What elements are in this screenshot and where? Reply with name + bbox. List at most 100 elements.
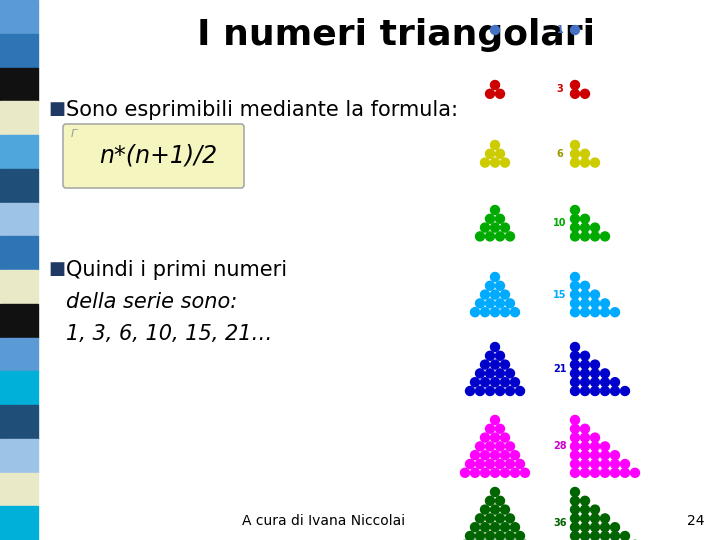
Circle shape — [590, 299, 600, 308]
Circle shape — [490, 468, 500, 477]
Circle shape — [490, 451, 500, 460]
Circle shape — [570, 415, 580, 424]
Circle shape — [495, 214, 505, 224]
Circle shape — [580, 387, 590, 395]
Circle shape — [570, 206, 580, 214]
Circle shape — [470, 523, 480, 532]
Circle shape — [580, 89, 590, 98]
Circle shape — [461, 468, 469, 477]
Circle shape — [590, 223, 600, 232]
Text: 28: 28 — [553, 441, 567, 451]
Circle shape — [505, 460, 515, 469]
Circle shape — [600, 468, 610, 477]
Circle shape — [580, 149, 590, 158]
Circle shape — [490, 433, 500, 442]
Circle shape — [495, 369, 505, 378]
Circle shape — [580, 299, 590, 308]
Bar — [0, 472, 38, 507]
Circle shape — [580, 281, 590, 291]
Circle shape — [480, 523, 490, 532]
Circle shape — [570, 377, 580, 387]
Circle shape — [475, 299, 485, 308]
Circle shape — [590, 442, 600, 451]
Circle shape — [600, 308, 610, 316]
Circle shape — [505, 299, 515, 308]
Circle shape — [580, 360, 590, 369]
Circle shape — [490, 290, 500, 299]
Circle shape — [485, 89, 495, 98]
Bar — [0, 372, 38, 405]
Circle shape — [510, 523, 520, 532]
Circle shape — [611, 468, 619, 477]
Circle shape — [570, 514, 580, 523]
Circle shape — [510, 308, 520, 316]
Circle shape — [570, 158, 580, 167]
Circle shape — [611, 308, 619, 316]
Circle shape — [570, 424, 580, 433]
Circle shape — [600, 451, 610, 460]
Circle shape — [490, 308, 500, 316]
Circle shape — [505, 442, 515, 451]
Bar — [0, 0, 38, 33]
Circle shape — [480, 468, 490, 477]
Circle shape — [485, 352, 495, 360]
Circle shape — [516, 460, 524, 469]
Circle shape — [466, 387, 474, 395]
Circle shape — [580, 442, 590, 451]
Circle shape — [480, 451, 490, 460]
Circle shape — [580, 424, 590, 433]
Circle shape — [580, 308, 590, 316]
Bar — [0, 202, 38, 237]
Circle shape — [495, 460, 505, 469]
Circle shape — [611, 451, 619, 460]
Circle shape — [600, 514, 610, 523]
Circle shape — [485, 514, 495, 523]
Circle shape — [611, 531, 619, 540]
Circle shape — [590, 514, 600, 523]
Circle shape — [475, 460, 485, 469]
Text: 1: 1 — [557, 25, 563, 35]
Circle shape — [570, 488, 580, 496]
Circle shape — [570, 299, 580, 308]
Circle shape — [490, 505, 500, 514]
Circle shape — [490, 140, 500, 150]
Circle shape — [600, 369, 610, 378]
Circle shape — [475, 442, 485, 451]
Circle shape — [490, 206, 500, 214]
Circle shape — [470, 451, 480, 460]
Circle shape — [570, 223, 580, 232]
Circle shape — [580, 451, 590, 460]
Circle shape — [510, 377, 520, 387]
Circle shape — [590, 433, 600, 442]
Circle shape — [600, 377, 610, 387]
Circle shape — [590, 460, 600, 469]
Circle shape — [570, 273, 580, 281]
Circle shape — [490, 80, 500, 90]
Circle shape — [490, 342, 500, 352]
Circle shape — [510, 451, 520, 460]
Circle shape — [495, 149, 505, 158]
Circle shape — [495, 496, 505, 505]
Circle shape — [611, 460, 619, 469]
Circle shape — [590, 451, 600, 460]
Circle shape — [490, 523, 500, 532]
Circle shape — [500, 468, 510, 477]
Circle shape — [580, 232, 590, 241]
Circle shape — [500, 505, 510, 514]
Circle shape — [470, 377, 480, 387]
Circle shape — [485, 281, 495, 291]
Circle shape — [580, 352, 590, 360]
Circle shape — [490, 377, 500, 387]
Text: 36: 36 — [553, 518, 567, 528]
Circle shape — [631, 468, 639, 477]
Circle shape — [495, 514, 505, 523]
Circle shape — [505, 514, 515, 523]
Circle shape — [570, 290, 580, 299]
Circle shape — [485, 424, 495, 433]
Circle shape — [611, 377, 619, 387]
Circle shape — [485, 149, 495, 158]
Circle shape — [495, 281, 505, 291]
Circle shape — [495, 424, 505, 433]
Circle shape — [621, 468, 629, 477]
Circle shape — [621, 387, 629, 395]
